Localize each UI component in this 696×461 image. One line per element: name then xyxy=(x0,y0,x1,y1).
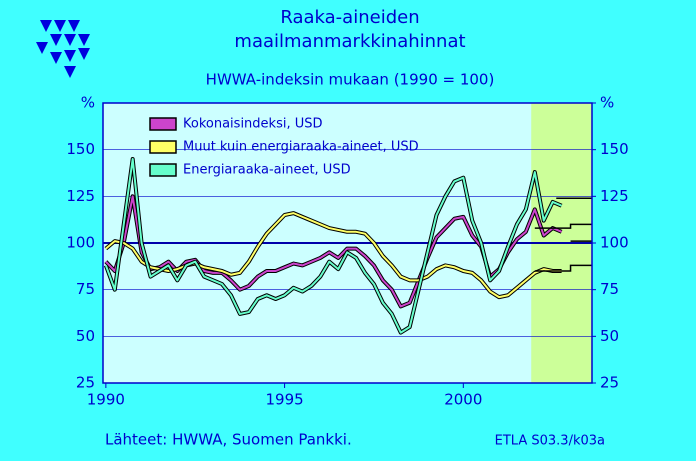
y-tick-label: 50 xyxy=(76,327,95,345)
legend-swatch xyxy=(149,117,177,131)
x-tick-label: 1995 xyxy=(265,391,303,409)
logo xyxy=(36,20,90,78)
y2-tick-label: 100 xyxy=(600,234,629,252)
subtitle: HWWA-indeksin mukaan (1990 = 100) xyxy=(206,71,495,89)
code: ETLA S03.3/k03a xyxy=(495,434,605,449)
legend-swatch xyxy=(149,140,177,154)
y2-tick-label: 25 xyxy=(600,374,619,392)
line xyxy=(105,212,562,299)
legend: Kokonaisindeksi, USD Muut kuin energiaraa… xyxy=(149,117,419,178)
legend-label: Kokonaisindeksi, USD xyxy=(183,117,323,132)
y-tick-label: 100 xyxy=(66,234,95,252)
forecast-line xyxy=(534,264,592,272)
source: Lähteet: HWWA, Suomen Pankki. xyxy=(105,431,352,449)
plot-border xyxy=(102,102,593,384)
y-tick-label: 150 xyxy=(66,140,95,158)
y-tick-label: % xyxy=(81,94,95,112)
y-tick-label: 75 xyxy=(76,280,95,298)
line xyxy=(104,158,563,334)
x-tick-label: 1990 xyxy=(87,391,125,409)
legend-label: Muut kuin energiaraaka-aineet, USD xyxy=(183,140,419,155)
y2-tick-label: % xyxy=(600,94,614,112)
y-tick-label: 125 xyxy=(66,187,95,205)
y-tick-label: 25 xyxy=(76,374,95,392)
forecast-line xyxy=(534,223,592,229)
legend-swatch xyxy=(149,163,177,177)
x-tick-label: 2000 xyxy=(444,391,482,409)
legend-label: Energiaraaka-aineet, USD xyxy=(183,163,351,178)
y2-tick-label: 125 xyxy=(600,187,629,205)
chart-title: Raaka-aineiden xyxy=(280,7,419,28)
y2-tick-label: 75 xyxy=(600,280,619,298)
y2-tick-label: 150 xyxy=(600,140,629,158)
chart-title: maailmanmarkkinahinnat xyxy=(234,31,465,52)
y2-tick-label: 50 xyxy=(600,327,619,345)
